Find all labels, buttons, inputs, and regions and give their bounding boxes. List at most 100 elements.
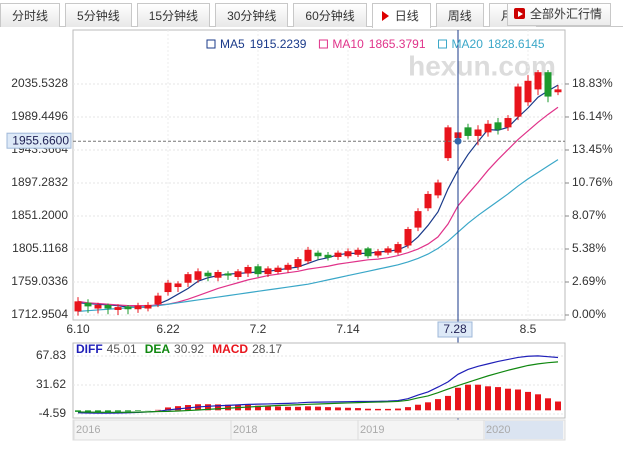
candle-body [334,252,342,257]
macd-bar [495,387,501,411]
macd-bar [545,398,551,411]
overview-selection [485,421,563,439]
candle-body [254,266,262,275]
macd-bar [135,410,141,411]
legend-value: 1915.2239 [250,37,307,51]
legend-value: 1828.6145 [488,37,545,51]
legend-entry: MA20 1828.6145 [452,37,545,51]
legend-value: 45.01 [107,342,137,356]
macd-bar [245,405,251,411]
candle-body [524,80,532,103]
macd-bar [175,406,181,411]
overview-label: 2020 [486,424,510,436]
tab[interactable]: 15分钟线 [136,3,211,27]
legend-swatch [318,39,328,49]
macd-bar [165,407,171,411]
candle-body [134,305,142,310]
candle-body [74,301,82,312]
macd-bar [555,401,561,411]
legend-entry: MA10 1865.3791 [332,37,425,51]
x-tick-label: 8.5 [520,322,537,336]
candle-body [94,304,102,309]
legend-entry: MACD 28.17 [212,342,282,356]
tab[interactable]: 60分钟线 [293,3,367,27]
candle-body [144,304,152,309]
candle-body [274,267,282,272]
y-tick-label: 1805.1168 [12,241,68,255]
tab[interactable]: 分时线 [0,3,61,27]
crosshair-dot [454,137,462,145]
tab[interactable]: 周线 [435,3,484,27]
tab[interactable]: 30分钟线 [215,3,289,27]
overview-label: 2019 [360,424,384,436]
x-tick-label: 6.22 [156,322,180,336]
crosshair-price-label: 1955.6600 [12,133,69,147]
macd-bar [535,394,541,411]
legend-entry: DIFF 45.01 [76,342,137,356]
candle-body [474,129,482,136]
indicator-line [77,361,559,413]
crosshair-price-box [6,132,72,149]
candle-body [264,268,272,275]
legend-name: MA5 [220,37,245,51]
candle-body [104,304,112,309]
macd-bar [485,386,491,411]
macd-bar [525,391,531,411]
crosshair-date-label: 7.28 [443,322,467,336]
macd-bar [95,410,101,413]
legend-name: MA20 [452,37,484,51]
y2-tick-label: 16.14% [572,109,613,123]
macd-bar [395,408,401,411]
y-tick-label: 1851.2000 [11,208,68,222]
legend-name: DEA [145,342,171,356]
y-tick-label: 1897.2832 [11,175,68,189]
macd-bar [375,408,381,411]
candle-body [504,118,512,128]
legend-swatch [438,39,448,49]
tab[interactable]: 5分钟线 [65,3,132,27]
candle-body [464,127,472,136]
candle-body [174,283,182,288]
all-markets-button[interactable]: 全部外汇行情 [506,3,611,26]
macd-bar [465,384,471,411]
watermark: hexun.com [408,50,556,81]
macd-bar [215,404,221,411]
overview-label: 2016 [76,424,100,436]
candle-body [114,307,122,310]
candle-body [234,271,242,278]
y-tick-label: 67.83 [36,348,66,362]
candle-body [494,122,502,130]
candle-body [424,193,432,209]
candle-body [434,182,442,196]
macd-bar [325,407,331,411]
macd-bar [355,408,361,411]
candle-body [384,248,392,253]
candle-body [244,266,252,274]
y-tick-label: 1712.9504 [11,307,68,321]
candle-body [194,271,202,280]
tab-bar: 分时线5分钟线15分钟线30分钟线60分钟线日线周线月线 [0,0,623,28]
macd-bar [75,410,81,412]
candle-body [124,306,132,310]
tab[interactable]: 日线 [371,3,431,28]
candle-body [324,254,332,258]
legend-entry: MA5 1915.2239 [220,37,307,51]
candle-body [224,273,232,276]
macd-bar [115,410,121,412]
candle-body [354,249,362,255]
macd-bar [315,406,321,411]
x-tick-label: 7.14 [336,322,360,336]
overview-label: 2018 [233,424,257,436]
candle-body [444,127,452,159]
macd-bar [435,399,441,411]
candle-body [214,271,222,278]
y2-tick-label: 8.07% [572,208,606,222]
macd-bar [335,407,341,411]
macd-bar [425,402,431,411]
macd-bar [445,395,451,411]
macd-bar [225,404,231,411]
candle-body [364,248,372,257]
legend-entry: DEA 30.92 [145,342,205,356]
candle-body [284,264,292,270]
legend-name: DIFF [76,342,103,356]
